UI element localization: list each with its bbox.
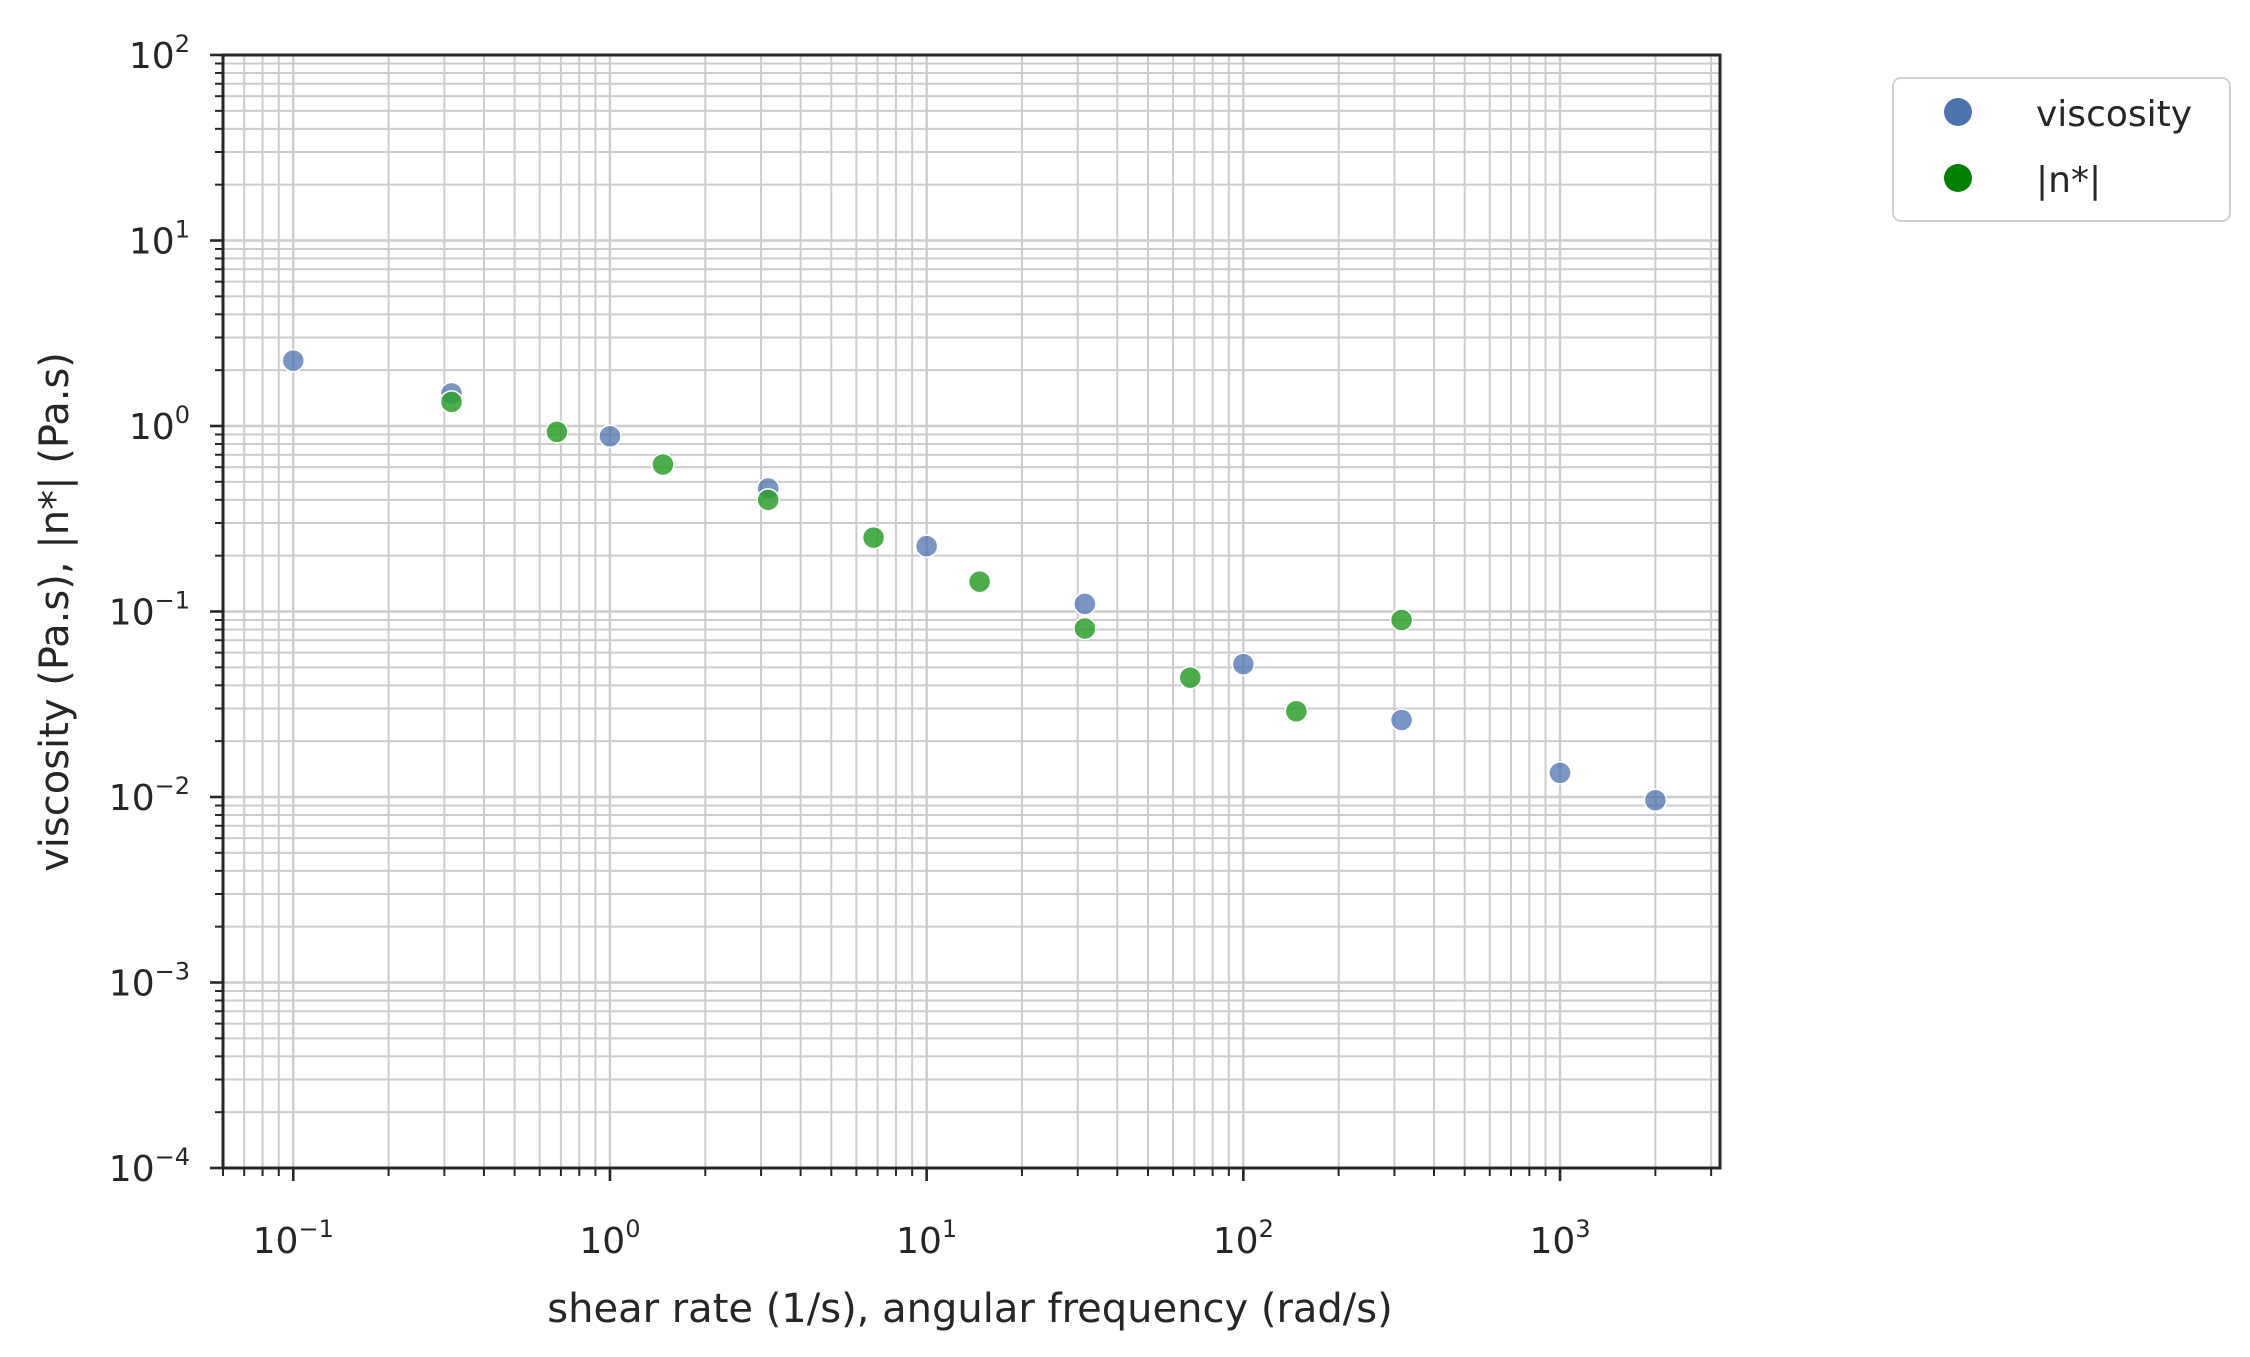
data-point-n-star: [1178, 665, 1203, 690]
legend-label-n-star: |n*|: [2036, 160, 2101, 201]
data-point-n-star: [861, 525, 886, 550]
y-tick-labels: 10−4 10−3 10−2 10−1 100 101 102: [109, 30, 190, 1190]
data-point-viscosity: [1548, 761, 1572, 785]
y-tick-label: 10−4: [109, 1143, 190, 1190]
y-tick-label: 10−2: [109, 772, 190, 819]
x-tick-label: 103: [1529, 1215, 1590, 1262]
x-tick-label: 102: [1213, 1215, 1274, 1262]
data-point-viscosity: [281, 348, 306, 373]
y-tick-label: 10−3: [109, 958, 190, 1005]
data-point-viscosity: [914, 534, 939, 558]
legend-marker-viscosity: [1944, 98, 1972, 126]
plot-area-frame: [221, 53, 1722, 1170]
x-tick-label: 100: [579, 1215, 640, 1262]
y-tick-label: 100: [129, 401, 190, 448]
data-point-viscosity: [598, 424, 622, 449]
legend: viscosity |n*|: [1892, 77, 2231, 222]
y-tick-label: 10−1: [109, 587, 190, 634]
y-tick-label: 101: [129, 216, 190, 263]
data-point-n-star: [651, 452, 675, 477]
data-point-n-star: [439, 390, 464, 414]
x-tick-label: 101: [896, 1215, 957, 1262]
data-point-n-star: [1389, 608, 1414, 632]
data-point-n-star: [1284, 699, 1309, 723]
data-point-viscosity: [1231, 652, 1256, 676]
legend-marker-n-star: [1944, 164, 1972, 192]
data-point-n-star: [1073, 616, 1097, 641]
data-point-viscosity: [1073, 592, 1097, 616]
data-point-n-star: [967, 569, 992, 594]
data-point-viscosity: [1643, 788, 1668, 813]
data-points: [281, 348, 1668, 813]
y-tick-label: 102: [129, 30, 190, 77]
legend-label-viscosity: viscosity: [2036, 94, 2192, 135]
y-axis-label: viscosity (Pa.s), |n*| (Pa.s): [32, 352, 78, 872]
legend-frame: [1892, 77, 2231, 222]
x-tick-label: 10−1: [253, 1215, 334, 1262]
data-point-n-star: [545, 420, 569, 444]
x-tick-labels: 10−1 100 101 102 103: [253, 1215, 1591, 1262]
data-point-n-star: [756, 488, 780, 512]
x-axis-label: shear rate (1/s), angular frequency (rad…: [547, 1286, 1392, 1332]
data-point-viscosity: [1389, 708, 1414, 732]
